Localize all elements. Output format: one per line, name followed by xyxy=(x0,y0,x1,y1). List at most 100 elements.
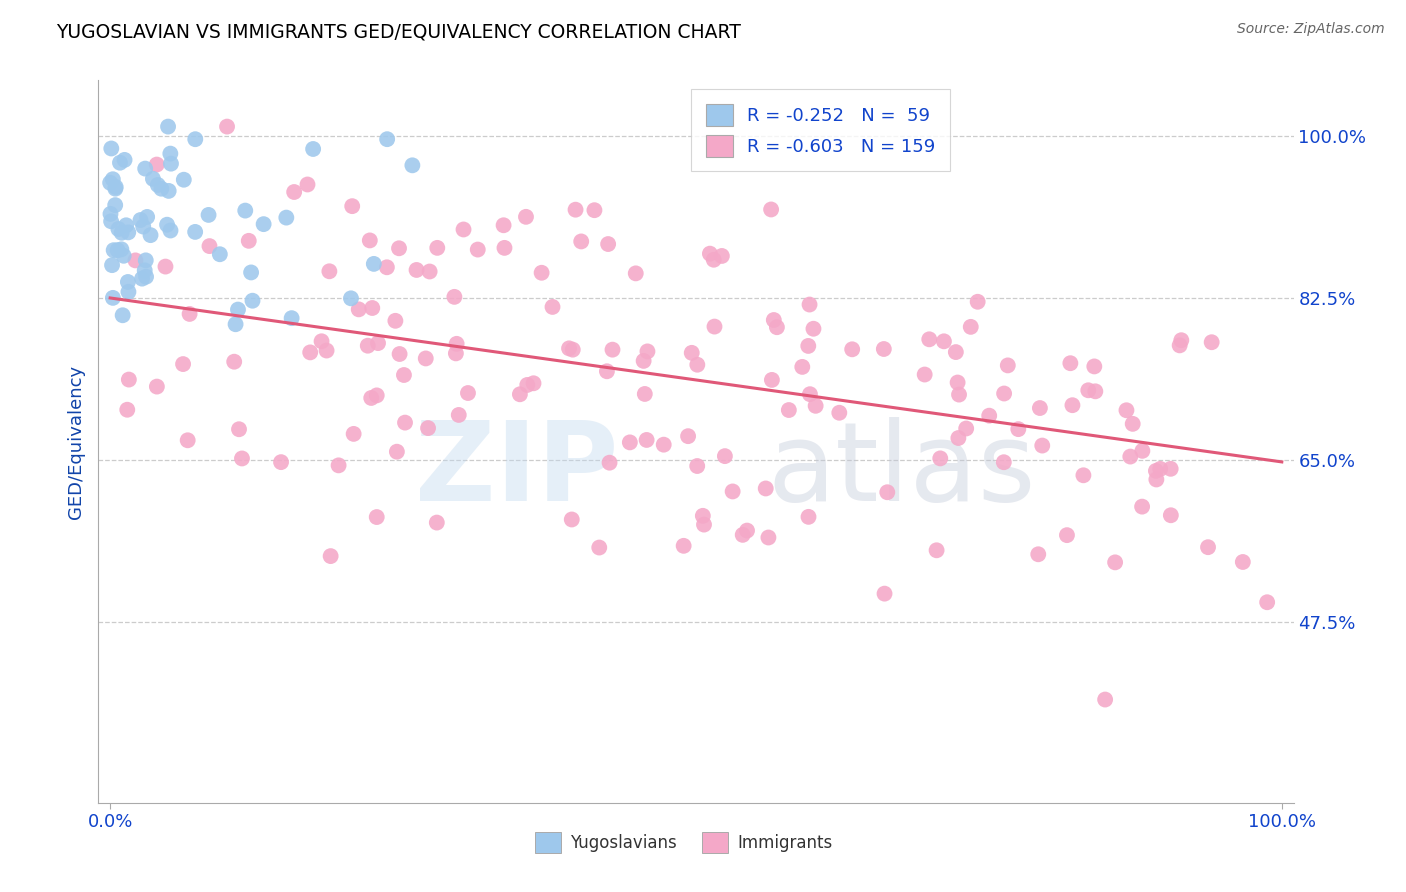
Point xyxy=(100,214,122,228)
Point xyxy=(761,373,783,387)
Point xyxy=(446,336,468,351)
Point xyxy=(569,235,592,249)
Point xyxy=(98,176,121,190)
Text: Immigrants: Immigrants xyxy=(738,833,832,852)
Point xyxy=(283,185,305,199)
Point xyxy=(225,317,247,331)
Point xyxy=(681,346,703,360)
Point xyxy=(100,207,122,221)
Point xyxy=(710,249,733,263)
Point xyxy=(107,243,129,257)
Point xyxy=(873,587,896,601)
Point xyxy=(110,243,132,257)
Point xyxy=(596,364,619,378)
Point xyxy=(104,182,127,196)
Point xyxy=(176,434,198,448)
Point xyxy=(1029,401,1052,415)
Point xyxy=(142,171,165,186)
Point xyxy=(100,141,122,155)
Point xyxy=(633,354,655,368)
Point xyxy=(131,271,153,285)
Point xyxy=(703,319,725,334)
Point xyxy=(145,157,167,171)
Point xyxy=(457,386,479,401)
Point xyxy=(1256,595,1278,609)
Point xyxy=(946,376,969,390)
Point xyxy=(117,402,139,417)
Point xyxy=(932,334,955,349)
Point xyxy=(342,199,364,213)
Point xyxy=(1232,555,1254,569)
Point xyxy=(415,351,437,366)
Point xyxy=(686,458,709,473)
Point xyxy=(172,357,194,371)
Point xyxy=(797,339,820,353)
Point xyxy=(758,531,780,545)
Point xyxy=(146,379,169,393)
Point xyxy=(619,435,641,450)
Point xyxy=(1122,417,1144,431)
Point xyxy=(955,421,977,435)
Point xyxy=(179,307,201,321)
Point xyxy=(1144,464,1167,478)
Point xyxy=(1160,462,1182,476)
Point xyxy=(1119,450,1142,464)
Point xyxy=(1094,692,1116,706)
Point xyxy=(114,153,136,167)
Point xyxy=(1062,398,1084,412)
Point xyxy=(117,225,139,239)
Text: ZIP: ZIP xyxy=(415,417,619,524)
Point xyxy=(918,332,941,346)
Point xyxy=(366,510,388,524)
Point xyxy=(1115,403,1137,417)
Point xyxy=(652,438,675,452)
Point xyxy=(1132,443,1154,458)
Point xyxy=(270,455,292,469)
Point xyxy=(598,237,620,252)
Point xyxy=(156,218,179,232)
Point xyxy=(366,388,388,402)
Point xyxy=(443,290,465,304)
Point xyxy=(117,285,139,299)
Point xyxy=(276,211,298,225)
Point xyxy=(1130,500,1153,514)
Point xyxy=(226,302,249,317)
Point xyxy=(388,241,411,255)
Point xyxy=(997,359,1019,373)
Point xyxy=(150,182,173,196)
Point xyxy=(173,172,195,186)
Point xyxy=(101,258,124,272)
Y-axis label: GED/Equivalency: GED/Equivalency xyxy=(66,365,84,518)
Point xyxy=(1007,422,1029,436)
Point xyxy=(129,213,152,227)
Point xyxy=(394,416,416,430)
Point xyxy=(561,343,583,357)
Point xyxy=(1031,439,1053,453)
Point xyxy=(157,120,180,134)
Bar xyxy=(702,832,728,853)
Point xyxy=(876,485,898,500)
Point xyxy=(361,301,384,315)
Point xyxy=(467,243,489,257)
Point xyxy=(416,421,439,435)
Point xyxy=(111,226,134,240)
Point xyxy=(343,426,366,441)
Point xyxy=(522,376,544,391)
Point xyxy=(993,455,1015,469)
Point xyxy=(634,387,657,401)
Point xyxy=(184,132,207,146)
Point xyxy=(392,368,415,382)
Point xyxy=(375,260,398,275)
Point xyxy=(1056,528,1078,542)
Point xyxy=(453,222,475,236)
Point xyxy=(159,146,181,161)
Point xyxy=(111,308,134,322)
Point xyxy=(686,358,709,372)
Point xyxy=(676,429,699,443)
Point xyxy=(115,219,138,233)
Point xyxy=(302,142,325,156)
Point xyxy=(139,228,162,243)
Point xyxy=(319,549,342,563)
Point xyxy=(959,319,981,334)
Point xyxy=(132,219,155,234)
